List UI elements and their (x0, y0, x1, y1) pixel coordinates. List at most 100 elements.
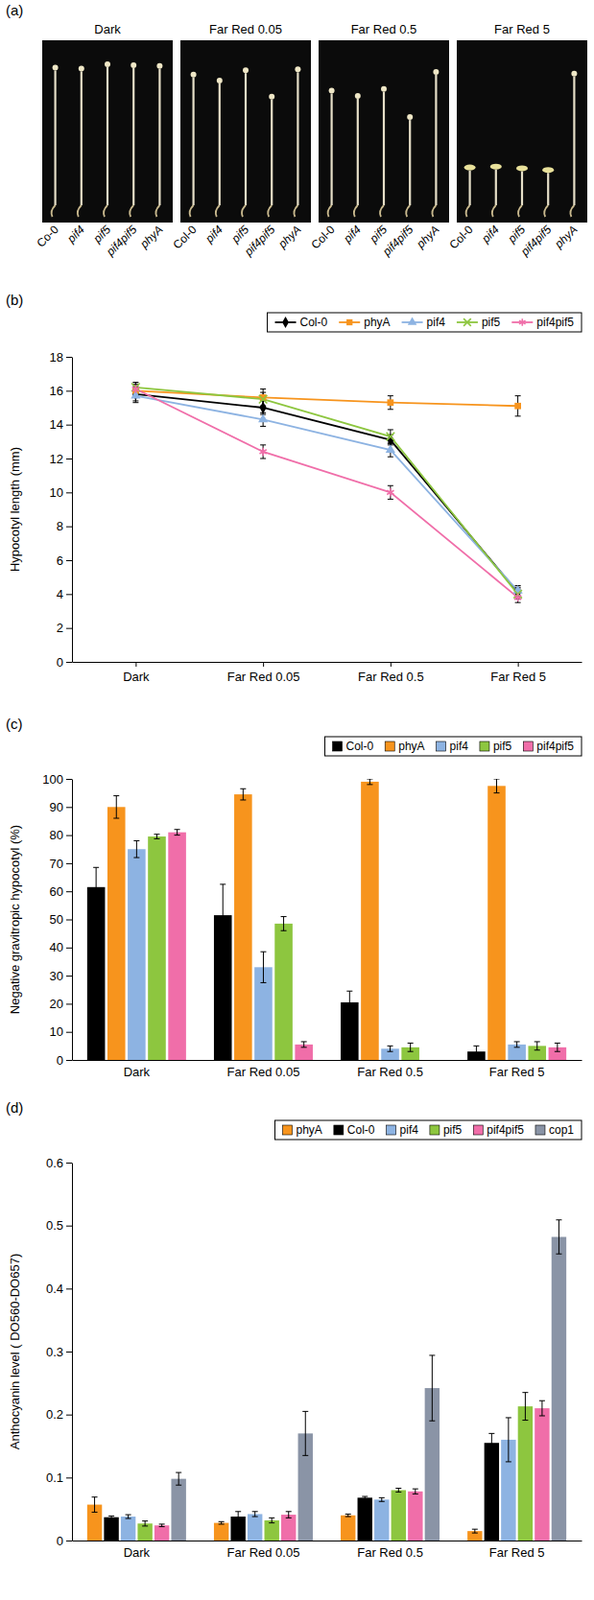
legend-swatch (436, 741, 447, 752)
error-bar-stem (305, 1411, 307, 1456)
x-tick-label: Far Red 0.05 (227, 1545, 301, 1561)
legend-label: cop1 (548, 1123, 574, 1138)
error-bar-cap (539, 1401, 546, 1402)
y-tick-label: 0.5 (46, 1218, 64, 1234)
error-bar-cap (387, 428, 394, 430)
error-bar (534, 1042, 541, 1051)
bar (87, 887, 106, 1061)
seedling-hypocotyl (382, 92, 385, 206)
y-tick-mark (66, 863, 72, 865)
error-bar-cap (387, 498, 394, 500)
series-marker (260, 402, 267, 414)
genotype-label: phyA (275, 222, 305, 252)
y-tick: 0.5 (46, 1218, 72, 1234)
bar (357, 1497, 373, 1542)
error-bar (142, 1521, 148, 1527)
error-bar-cap (285, 1518, 292, 1520)
y-tick-mark (66, 1477, 72, 1479)
error-bar-stem (491, 1433, 493, 1453)
error-bar-stem (556, 1043, 558, 1052)
y-tick-label: 50 (49, 912, 64, 927)
x-tick: Far Red 0.05 (227, 1060, 301, 1080)
x-tick: Far Red 5 (489, 1541, 546, 1561)
error-bar-stem (222, 884, 224, 947)
seedling-hypocotyl (80, 71, 83, 206)
error-bar-cap (174, 834, 181, 836)
y-tick: 12 (49, 451, 72, 467)
error-bar-cap (346, 991, 353, 993)
legend-item: Col-0 (275, 315, 329, 330)
x-tick: Dark (123, 1060, 151, 1080)
y-tick-label: 80 (49, 828, 64, 843)
error-bar-cap (505, 1417, 512, 1419)
error-bar (515, 396, 522, 417)
series-line (135, 394, 518, 594)
error-bar (554, 1043, 561, 1052)
legend-item: pif4 (436, 739, 470, 754)
seedling-cotyledon (516, 165, 528, 171)
y-tick-mark (66, 1032, 72, 1034)
seedling-hypocotyl (244, 72, 247, 206)
error-bar-cap (93, 867, 99, 869)
y-tick-mark (66, 1415, 72, 1417)
error-bar-cap (366, 784, 373, 785)
legend-label: pif5 (493, 739, 513, 754)
seedling-hypocotyl (434, 74, 437, 206)
bar (120, 1517, 136, 1542)
seedling-cotyledon (78, 65, 85, 72)
error-bar-cap (260, 392, 266, 394)
y-tick-label: 0.1 (46, 1471, 64, 1486)
error-bar-stem (536, 1042, 538, 1051)
y-tick-mark (66, 390, 72, 392)
plot-area (87, 779, 567, 1061)
error-bar-cap (132, 402, 139, 404)
bar (147, 836, 167, 1061)
y-tick-mark (66, 948, 72, 950)
error-bar-stem (389, 1045, 391, 1052)
error-bar (488, 1433, 495, 1453)
panel-letter: (a) (5, 1, 24, 19)
legend-box (325, 736, 582, 757)
bar (137, 1523, 152, 1542)
error-bar-cap (387, 408, 394, 410)
series-marker (514, 594, 522, 602)
error-bar-cap (260, 982, 266, 984)
legend-swatch (535, 1125, 546, 1136)
y-tick-mark (66, 526, 72, 528)
error-bar-cap (361, 1498, 368, 1500)
error-bar (522, 1393, 528, 1422)
error-bar-cap (93, 906, 99, 908)
seedling-hypocotyl (296, 71, 299, 206)
error-bar-cap (235, 1521, 241, 1523)
series-marker (513, 585, 523, 594)
error-bar-cap (108, 1516, 115, 1518)
plot-area (130, 382, 523, 604)
legend-label: Col-0 (346, 739, 375, 754)
bar (167, 832, 187, 1061)
legend-label: pif5 (481, 315, 501, 330)
seedling-cotyledon (190, 71, 197, 78)
error-bar-cap (488, 1452, 495, 1454)
error-bar-cap (428, 1421, 435, 1423)
error-bar-cap (345, 1517, 352, 1519)
error-bar (361, 1496, 368, 1500)
legend-label: pif4 (400, 1123, 420, 1138)
bar (264, 1520, 280, 1542)
y-axis-title: Hypocotyl length (mm) (7, 447, 23, 572)
error-bar-cap (235, 1511, 241, 1513)
legend-swatch (429, 1125, 440, 1136)
seedling-root (267, 205, 272, 217)
error-bar-cap (534, 1041, 541, 1043)
error-bar-cap (361, 1496, 368, 1498)
y-tick-mark (66, 891, 72, 893)
error-bar-cap (514, 1046, 521, 1048)
error-bar-cap (268, 1522, 275, 1524)
seedling-cotyledon (406, 114, 413, 120)
error-bar-stem (414, 1489, 416, 1495)
chart-panel: (c)0102030405060708090100DarkFar Red 0.0… (5, 715, 583, 1080)
genotype-label: Col-0 (447, 222, 476, 252)
legend-item: phyA (338, 315, 390, 330)
error-bar-cap (260, 426, 266, 428)
error-bar-cap (133, 840, 140, 842)
error-bar-cap (153, 833, 160, 835)
